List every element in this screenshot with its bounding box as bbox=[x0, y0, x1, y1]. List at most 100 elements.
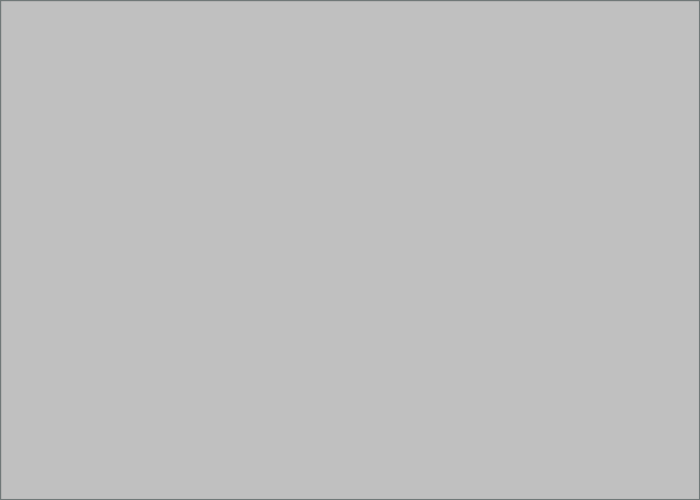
Bar bbox=[554, 349, 562, 361]
Bar bbox=[18, 405, 240, 422]
Bar bbox=[0, 12, 700, 13]
Text: 扩展工具(X): 扩展工具(X) bbox=[418, 27, 456, 37]
Bar bbox=[389, 351, 399, 374]
Bar bbox=[0, 20, 700, 21]
Text: ↩: ↩ bbox=[323, 48, 335, 62]
Bar bbox=[389, 376, 399, 399]
Text: ✳: ✳ bbox=[389, 50, 398, 60]
Text: iA: iA bbox=[8, 8, 16, 14]
Bar bbox=[366, 190, 377, 200]
Bar bbox=[442, 139, 452, 149]
Text: 线型: 线型 bbox=[32, 201, 43, 210]
Text: 打印样式: 打印样式 bbox=[28, 339, 55, 349]
Bar bbox=[269, 362, 285, 379]
Bar bbox=[252, 214, 262, 224]
Text: 视图: 视图 bbox=[28, 426, 41, 436]
Bar bbox=[18, 214, 240, 231]
Text: ◎: ◎ bbox=[6, 346, 13, 356]
Bar bbox=[554, 364, 562, 376]
Text: 三维效果: 三维效果 bbox=[28, 286, 55, 296]
Bar bbox=[538, 219, 547, 229]
Bar bbox=[18, 248, 240, 265]
Bar bbox=[18, 318, 240, 335]
Text: Y: Y bbox=[246, 477, 254, 487]
Bar bbox=[494, 362, 510, 379]
Bar bbox=[3, 71, 19, 89]
Bar bbox=[18, 301, 240, 318]
Text: ∫: ∫ bbox=[7, 138, 11, 146]
Bar bbox=[379, 326, 390, 349]
Bar bbox=[302, 93, 389, 112]
Text: □: □ bbox=[5, 252, 13, 260]
Bar bbox=[466, 335, 481, 351]
Bar bbox=[250, 326, 260, 349]
Bar bbox=[326, 254, 336, 264]
Bar bbox=[519, 326, 528, 349]
Text: ☁: ☁ bbox=[5, 442, 13, 450]
Bar bbox=[269, 390, 285, 406]
Bar bbox=[355, 390, 371, 406]
Text: 颜色 (C): 颜色 (C) bbox=[32, 167, 59, 176]
Bar bbox=[494, 390, 510, 406]
Bar bbox=[213, 71, 227, 89]
Bar bbox=[240, 112, 700, 472]
Bar bbox=[379, 376, 390, 399]
Bar bbox=[612, 306, 656, 342]
Bar bbox=[233, 72, 298, 86]
Bar bbox=[18, 197, 240, 214]
Bar bbox=[280, 167, 320, 207]
Bar bbox=[391, 190, 401, 200]
Text: ▲: ▲ bbox=[227, 148, 233, 158]
Bar bbox=[533, 132, 690, 282]
Bar bbox=[144, 45, 162, 65]
Bar bbox=[326, 335, 342, 351]
Bar bbox=[18, 388, 240, 405]
Text: 打印样式: 打印样式 bbox=[32, 358, 53, 367]
Bar bbox=[391, 132, 526, 282]
Text: ▲: ▲ bbox=[227, 340, 233, 348]
Text: A: A bbox=[440, 46, 454, 64]
Text: ✕: ✕ bbox=[368, 48, 378, 62]
Bar bbox=[4, 45, 22, 65]
Bar bbox=[326, 362, 342, 379]
Bar bbox=[0, 19, 700, 20]
Bar bbox=[505, 190, 515, 200]
Bar bbox=[0, 11, 700, 12]
Bar bbox=[18, 92, 240, 500]
Bar bbox=[20, 97, 30, 109]
Text: A: A bbox=[474, 48, 482, 62]
Text: ⊠: ⊠ bbox=[6, 328, 13, 336]
Bar bbox=[619, 258, 629, 268]
Bar bbox=[181, 118, 199, 136]
Text: 帮助(H): 帮助(H) bbox=[532, 27, 559, 37]
Bar bbox=[419, 167, 458, 207]
Text: 图纸1.dwg: 图纸1.dwg bbox=[252, 98, 290, 106]
Bar bbox=[662, 4, 676, 18]
Bar bbox=[389, 326, 399, 349]
Bar bbox=[390, 71, 404, 89]
Text: ✕: ✕ bbox=[377, 98, 384, 106]
Bar bbox=[611, 207, 655, 251]
Text: 修改(M): 修改(M) bbox=[372, 27, 400, 37]
Bar bbox=[391, 292, 526, 442]
Bar bbox=[139, 118, 157, 136]
Text: A: A bbox=[458, 48, 470, 62]
Text: BH: BH bbox=[145, 75, 159, 85]
Bar bbox=[658, 364, 666, 376]
Bar bbox=[554, 334, 562, 346]
Bar bbox=[379, 351, 390, 374]
Text: ⟲: ⟲ bbox=[6, 156, 13, 166]
Bar bbox=[250, 351, 260, 374]
Bar bbox=[407, 335, 424, 351]
Bar bbox=[519, 376, 528, 399]
Bar bbox=[269, 335, 285, 351]
Bar bbox=[116, 72, 130, 86]
Text: S: S bbox=[6, 176, 12, 184]
Bar bbox=[407, 362, 424, 379]
Bar bbox=[0, 10, 700, 11]
Text: ✦: ✦ bbox=[84, 75, 92, 85]
Bar bbox=[18, 282, 240, 301]
Bar bbox=[0, 14, 700, 15]
Text: 图层 (L): 图层 (L) bbox=[32, 184, 57, 193]
Bar bbox=[4, 3, 20, 19]
